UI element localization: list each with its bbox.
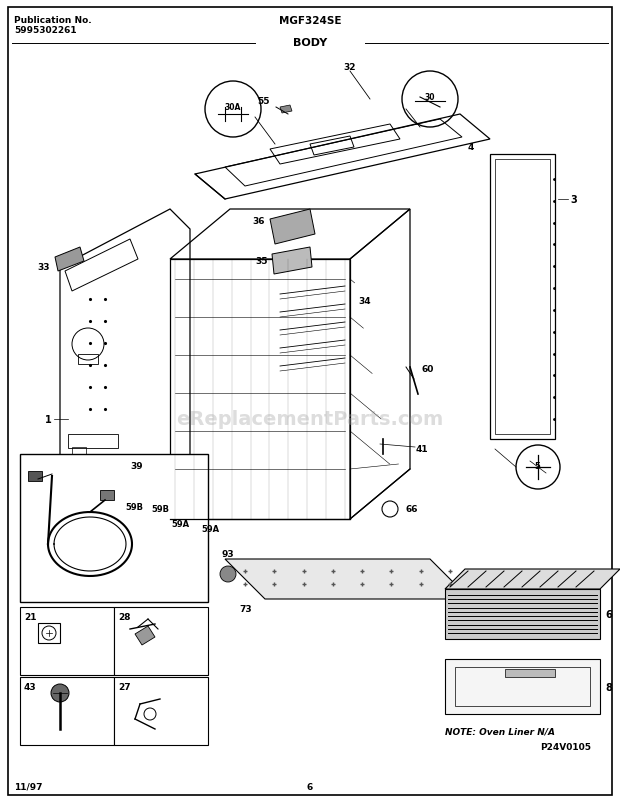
Bar — [100, 491, 114, 500]
Polygon shape — [445, 659, 600, 714]
Text: 21: 21 — [24, 612, 37, 622]
Text: 55: 55 — [257, 97, 269, 106]
Text: 73: 73 — [240, 605, 252, 613]
Polygon shape — [55, 247, 84, 271]
Text: 41: 41 — [416, 445, 428, 454]
Bar — [114, 677, 208, 745]
Text: 5995302261: 5995302261 — [14, 26, 77, 35]
Bar — [114, 607, 208, 675]
Text: MGF324SE: MGF324SE — [279, 16, 341, 26]
Text: 59B: 59B — [125, 503, 143, 512]
Polygon shape — [272, 247, 312, 275]
Text: 43: 43 — [24, 683, 37, 691]
Text: 30: 30 — [425, 93, 435, 102]
Polygon shape — [225, 560, 470, 599]
Polygon shape — [445, 569, 620, 589]
Text: 5: 5 — [534, 462, 540, 471]
Polygon shape — [280, 106, 292, 114]
Circle shape — [220, 566, 236, 582]
Text: 59B: 59B — [151, 505, 169, 514]
Text: 32: 32 — [343, 63, 356, 72]
Circle shape — [51, 684, 69, 702]
Text: 36: 36 — [252, 218, 265, 226]
Bar — [72, 447, 86, 454]
Bar — [505, 669, 555, 677]
Text: 35: 35 — [255, 257, 268, 266]
Bar — [78, 355, 98, 365]
Text: 6: 6 — [307, 782, 313, 791]
Bar — [28, 471, 42, 482]
Polygon shape — [445, 589, 600, 639]
Text: 3: 3 — [570, 195, 577, 205]
Bar — [20, 607, 114, 675]
Text: NOTE: Oven Liner N/A: NOTE: Oven Liner N/A — [445, 727, 555, 736]
Polygon shape — [135, 626, 155, 645]
Text: 39: 39 — [130, 462, 143, 471]
Text: 4: 4 — [468, 143, 474, 153]
Polygon shape — [270, 210, 315, 245]
Bar — [20, 454, 208, 602]
Text: 28: 28 — [118, 612, 130, 622]
Text: 8: 8 — [605, 683, 612, 692]
Text: 93: 93 — [222, 550, 234, 559]
Text: 34: 34 — [358, 297, 371, 306]
Text: 30A: 30A — [225, 104, 241, 112]
Text: Publication No.: Publication No. — [14, 16, 92, 25]
Text: 11/97: 11/97 — [14, 782, 43, 791]
Text: 6: 6 — [605, 609, 612, 619]
Text: 59A: 59A — [171, 520, 189, 529]
Text: eReplacementParts.com: eReplacementParts.com — [176, 410, 444, 429]
Bar — [20, 677, 114, 745]
Text: 60: 60 — [422, 365, 435, 374]
Text: 33: 33 — [38, 263, 50, 272]
Bar — [68, 434, 118, 448]
Text: P24V0105: P24V0105 — [540, 743, 591, 752]
Text: 27: 27 — [118, 683, 131, 691]
Text: BODY: BODY — [293, 38, 327, 48]
Text: 66: 66 — [405, 505, 417, 514]
Bar — [38, 623, 60, 643]
Text: 59A: 59A — [201, 525, 219, 534]
Text: 1: 1 — [45, 414, 51, 425]
